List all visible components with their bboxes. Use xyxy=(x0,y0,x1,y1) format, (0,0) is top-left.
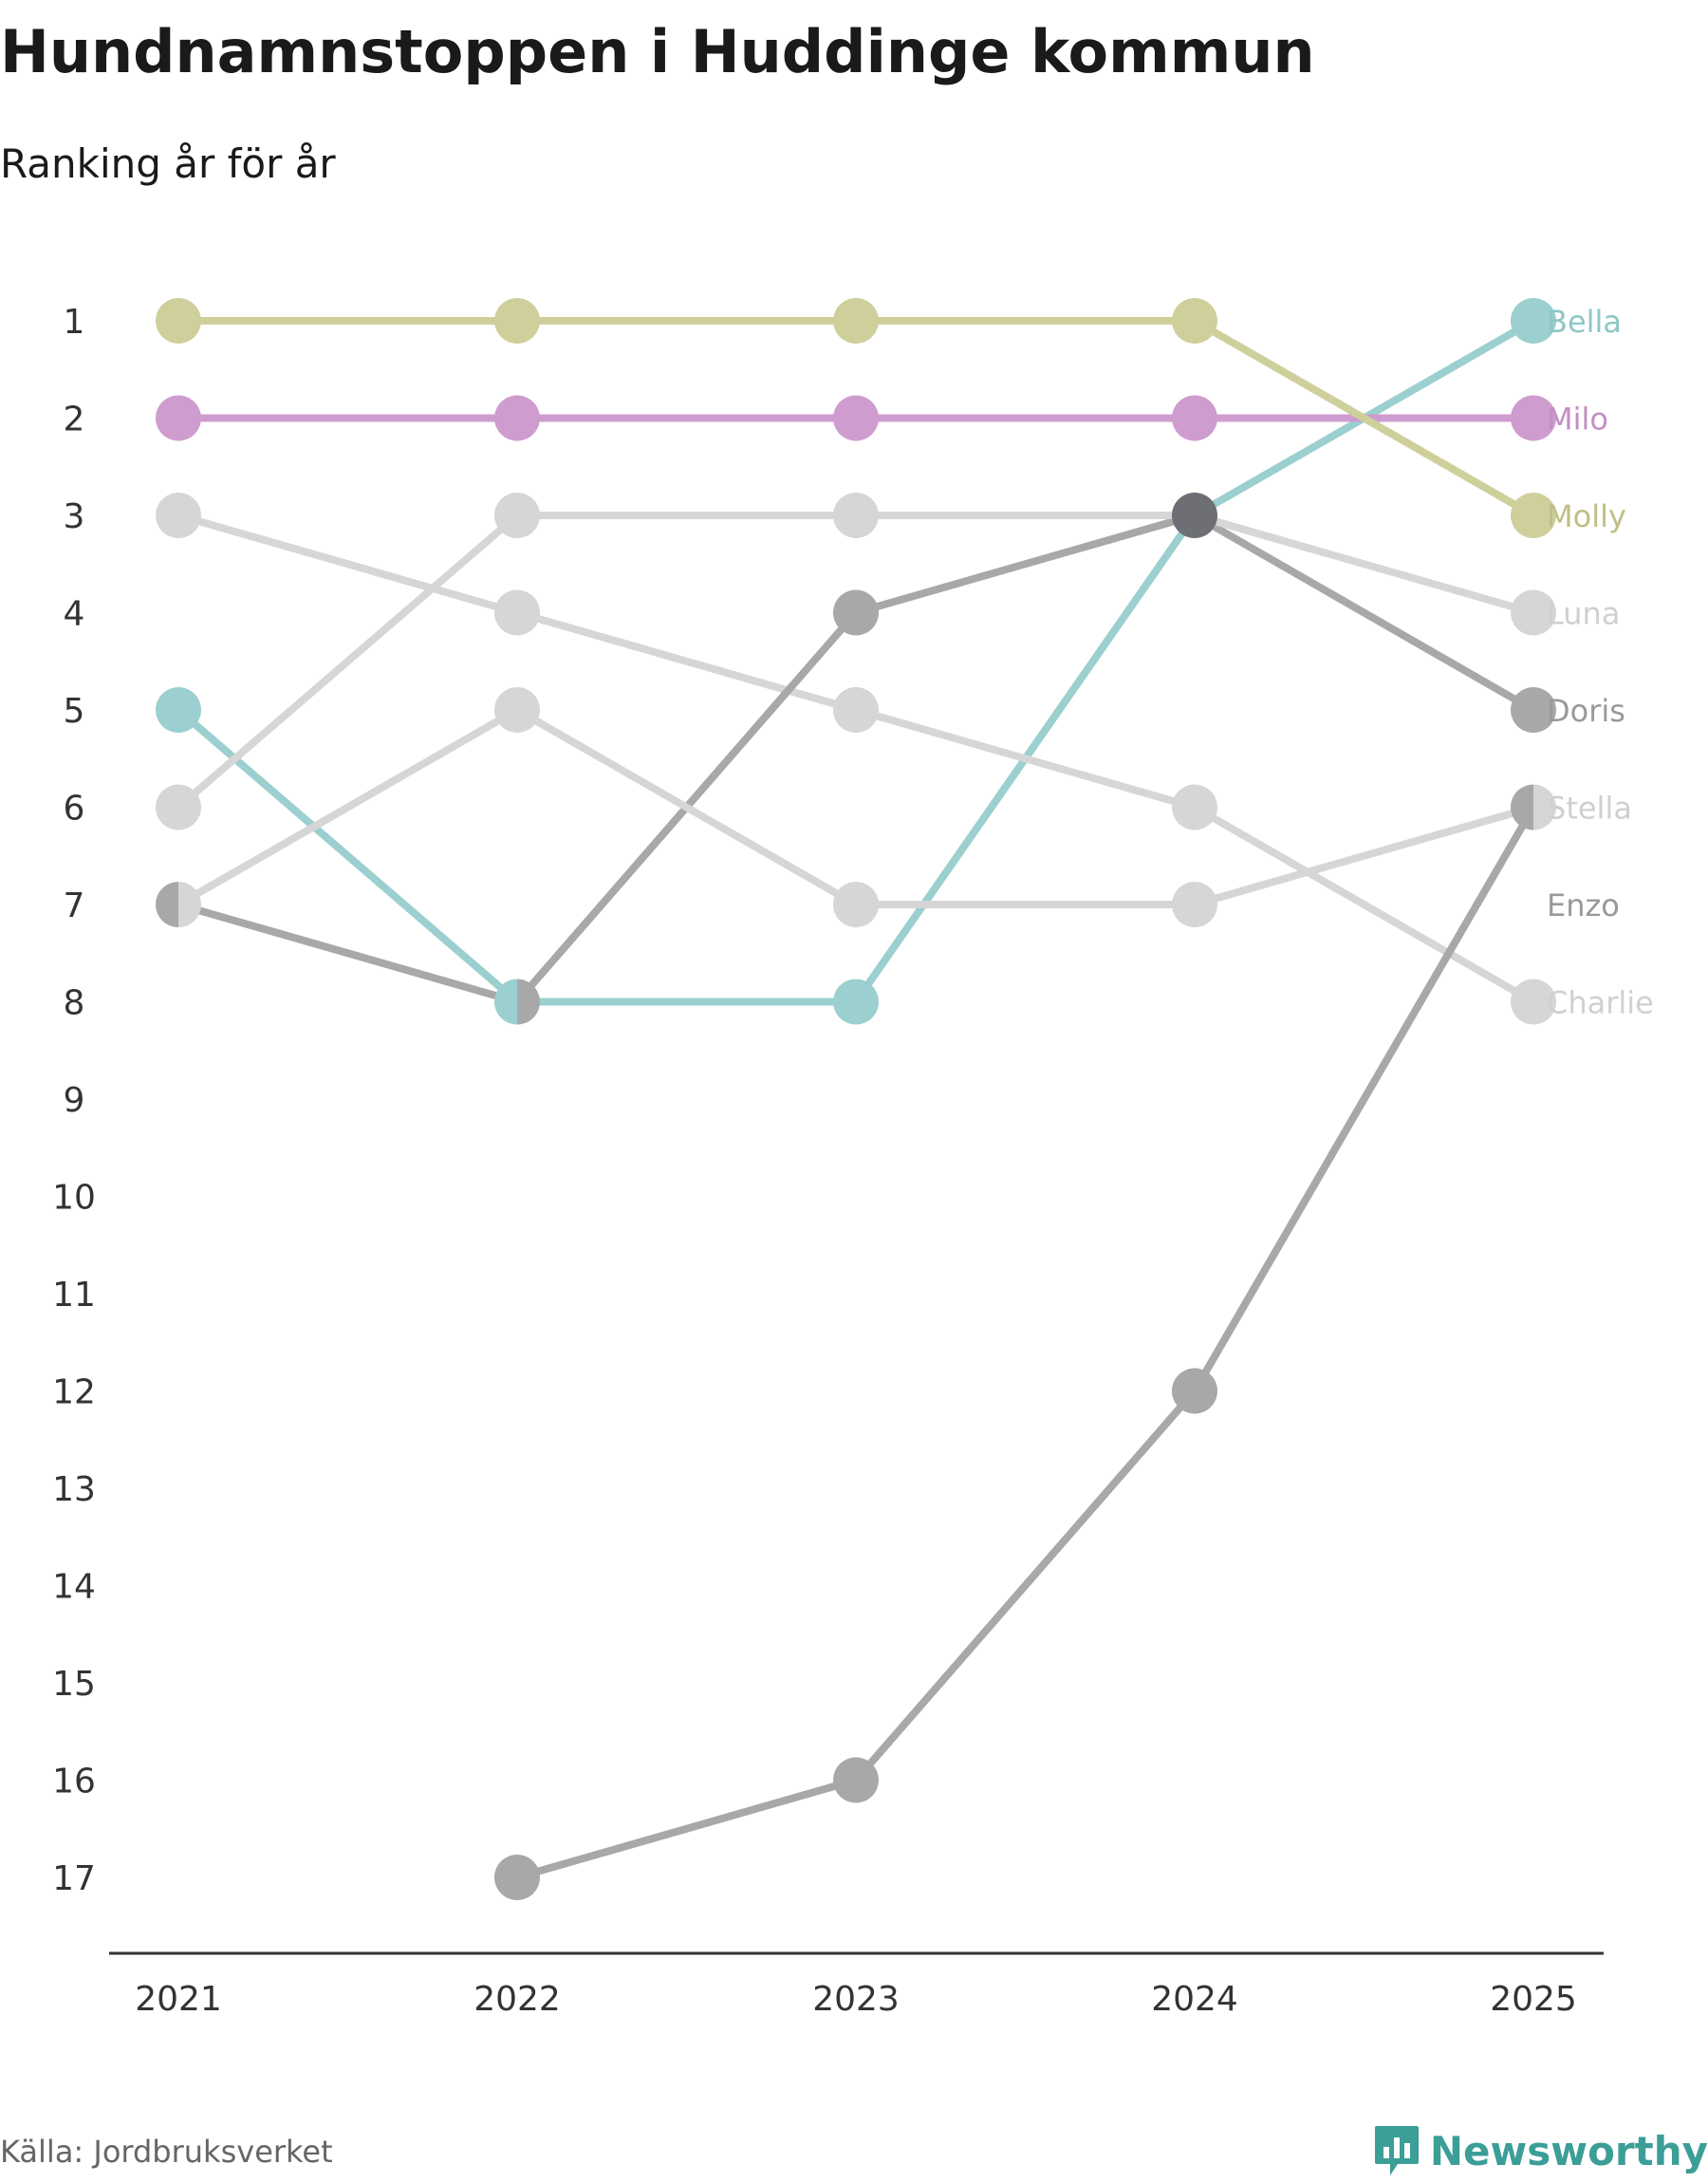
data-point xyxy=(156,687,201,733)
series-label-milo: Milo xyxy=(1547,401,1608,438)
data-point xyxy=(494,493,540,538)
series-segment xyxy=(175,706,521,908)
series-label-stella: Stella xyxy=(1547,791,1632,827)
data-point xyxy=(1511,395,1556,441)
series-label-molly: Molly xyxy=(1547,498,1626,534)
y-tick-label: 17 xyxy=(52,1859,96,1898)
source-note: Källa: Jordbruksverket xyxy=(0,2134,333,2170)
data-point xyxy=(833,979,879,1025)
y-tick-label: 3 xyxy=(64,497,85,536)
data-point xyxy=(1172,493,1217,538)
y-tick-label: 7 xyxy=(64,886,85,925)
series-line-enzo xyxy=(513,803,1537,1881)
newsworthy-logo-text: Newsworthy xyxy=(1429,2127,1708,2174)
series-line-luna xyxy=(175,512,1537,1006)
series-line-charlie xyxy=(175,512,1537,812)
y-tick-label: 11 xyxy=(52,1276,96,1315)
data-point xyxy=(833,493,879,538)
series-segment xyxy=(175,901,521,1006)
series-segment xyxy=(513,1776,860,1881)
series-segment xyxy=(852,706,1198,812)
series-segment xyxy=(513,608,860,714)
series-label-bella: Bella xyxy=(1547,304,1622,340)
series-segment xyxy=(175,706,521,1006)
data-point xyxy=(1172,395,1217,441)
x-tick-label: 2021 xyxy=(135,1980,222,2019)
y-tick-label: 10 xyxy=(52,1179,96,1218)
data-point xyxy=(833,1757,879,1803)
series-segment xyxy=(513,706,860,908)
series-line-doris xyxy=(175,512,1537,1006)
data-point xyxy=(1511,589,1556,636)
y-tick-label: 6 xyxy=(64,790,85,829)
x-tick-label: 2025 xyxy=(1490,1980,1577,2019)
data-point xyxy=(833,395,879,441)
y-tick-label: 13 xyxy=(52,1470,96,1509)
y-tick-label: 9 xyxy=(64,1081,85,1120)
series-segment xyxy=(1191,803,1537,1395)
series-segment xyxy=(1191,803,1537,1006)
data-point xyxy=(833,882,879,927)
data-point xyxy=(1533,784,1556,830)
data-point xyxy=(1511,687,1556,733)
data-point xyxy=(494,395,540,441)
series-segment xyxy=(1191,317,1537,519)
data-point xyxy=(494,1855,540,1900)
y-tick-label: 15 xyxy=(52,1665,96,1704)
data-point xyxy=(833,589,879,636)
data-point xyxy=(833,298,879,344)
data-point xyxy=(156,784,201,830)
data-point xyxy=(494,589,540,636)
y-tick-label: 8 xyxy=(64,984,85,1023)
data-point xyxy=(494,298,540,344)
data-point xyxy=(156,493,201,538)
data-point xyxy=(1511,784,1533,830)
x-tick-label: 2023 xyxy=(812,1980,900,2019)
data-point xyxy=(156,298,201,344)
data-point xyxy=(178,882,201,927)
chart-subtitle: Ranking år för år xyxy=(0,140,336,187)
series-segment xyxy=(1191,512,1537,617)
series-line-molly xyxy=(175,317,1537,519)
y-tick-label: 4 xyxy=(64,595,85,634)
data-point xyxy=(1511,493,1556,538)
data-point xyxy=(494,687,540,733)
series-segment xyxy=(1191,803,1537,908)
series-label-doris: Doris xyxy=(1547,693,1625,729)
series-label-charlie: Charlie xyxy=(1547,985,1654,1021)
y-tick-label: 2 xyxy=(64,401,85,439)
data-point xyxy=(517,979,540,1025)
data-point xyxy=(1172,882,1217,927)
x-tick-label: 2024 xyxy=(1151,1980,1238,2019)
y-tick-label: 14 xyxy=(52,1568,96,1607)
series-segment xyxy=(1191,512,1537,714)
data-point xyxy=(156,395,201,441)
series-label-luna: Luna xyxy=(1547,596,1620,632)
data-point xyxy=(1172,784,1217,830)
x-tick-label: 2022 xyxy=(473,1980,561,2019)
chart-title: Hundnamnstoppen i Huddinge kommun xyxy=(0,17,1315,86)
series-segment xyxy=(852,1387,1198,1784)
data-point xyxy=(156,882,178,927)
series-line-stella xyxy=(175,706,1537,908)
newsworthy-logo: Newsworthy xyxy=(1373,2124,1708,2177)
series-segment xyxy=(852,512,1198,617)
y-tick-label: 1 xyxy=(64,303,85,342)
series-segment xyxy=(175,512,521,617)
data-point xyxy=(1511,298,1556,344)
y-tick-label: 5 xyxy=(64,692,85,731)
data-point xyxy=(833,687,879,733)
data-point xyxy=(1511,979,1556,1025)
data-point xyxy=(1172,298,1217,344)
y-tick-label: 12 xyxy=(52,1373,96,1412)
newsworthy-logo-icon xyxy=(1374,2126,1419,2175)
series-label-enzo: Enzo xyxy=(1547,887,1620,924)
data-point xyxy=(1172,1368,1217,1414)
data-point xyxy=(494,979,517,1025)
series-segment xyxy=(175,512,521,812)
y-tick-label: 16 xyxy=(52,1763,96,1801)
